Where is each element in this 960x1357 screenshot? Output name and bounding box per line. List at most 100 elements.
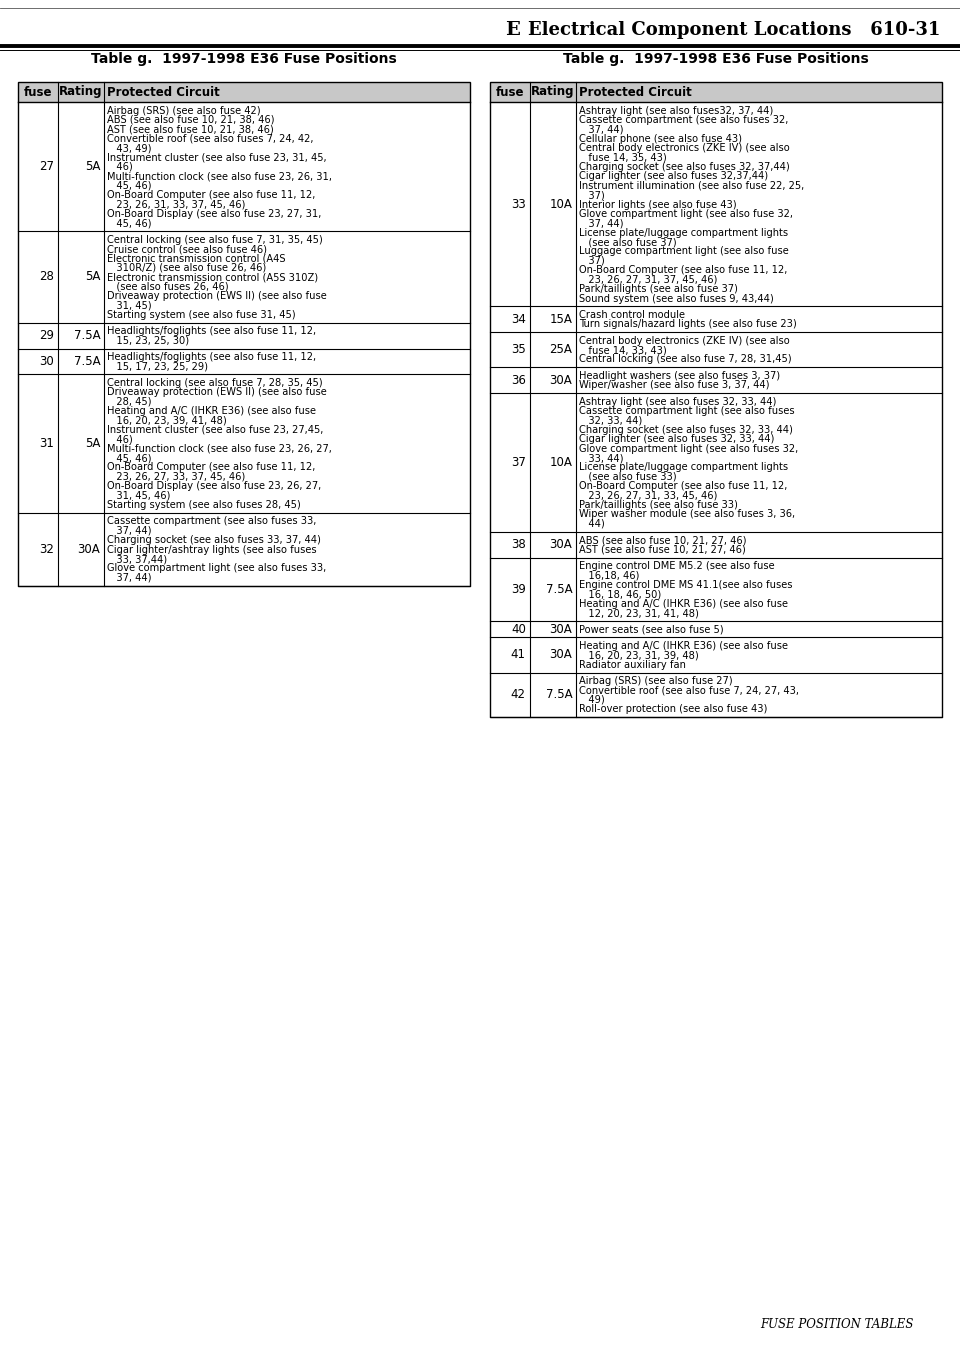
Text: 44): 44): [579, 518, 605, 529]
Text: 23, 26, 27, 31, 33, 45, 46): 23, 26, 27, 31, 33, 45, 46): [579, 491, 718, 501]
Text: Cigar lighter (see also fuses 32, 33, 44): Cigar lighter (see also fuses 32, 33, 44…: [579, 434, 775, 444]
Text: 23, 26, 27, 33, 37, 45, 46): 23, 26, 27, 33, 37, 45, 46): [108, 472, 246, 482]
Text: Central locking (see also fuse 7, 28, 31,45): Central locking (see also fuse 7, 28, 31…: [579, 354, 792, 365]
Text: Cassette compartment (see also fuses 32,: Cassette compartment (see also fuses 32,: [579, 115, 789, 125]
Text: fuse 14, 33, 43): fuse 14, 33, 43): [579, 345, 667, 356]
Text: 30A: 30A: [549, 623, 572, 635]
Text: 27: 27: [38, 160, 54, 174]
Text: 15A: 15A: [549, 313, 572, 326]
Text: 31: 31: [39, 437, 54, 451]
Text: Instrument cluster (see also fuse 23, 31, 45,: Instrument cluster (see also fuse 23, 31…: [108, 152, 327, 163]
Text: 15, 17, 23, 25, 29): 15, 17, 23, 25, 29): [108, 361, 208, 372]
Text: 30A: 30A: [549, 539, 572, 551]
Text: (see also fuses 26, 46): (see also fuses 26, 46): [108, 282, 228, 292]
Text: FUSE POSITION TABLES: FUSE POSITION TABLES: [760, 1318, 913, 1331]
Text: Glove compartment light (see also fuse 32,: Glove compartment light (see also fuse 3…: [579, 209, 793, 218]
Text: fuse 14, 35, 43): fuse 14, 35, 43): [579, 152, 667, 163]
Text: 39: 39: [511, 582, 526, 596]
Text: 5A: 5A: [84, 160, 101, 174]
Text: 37): 37): [579, 256, 605, 266]
Text: 36: 36: [511, 373, 526, 387]
Text: Protected Circuit: Protected Circuit: [108, 85, 220, 99]
Text: 35: 35: [511, 343, 526, 357]
Text: Driveaway protection (EWS II) (see also fuse: Driveaway protection (EWS II) (see also …: [108, 387, 327, 398]
Text: 40: 40: [511, 623, 526, 635]
Text: 16, 20, 23, 31, 39, 48): 16, 20, 23, 31, 39, 48): [579, 650, 699, 661]
Text: Rating: Rating: [531, 85, 575, 99]
Text: Instrument cluster (see also fuse 23, 27,45,: Instrument cluster (see also fuse 23, 27…: [108, 425, 324, 434]
Text: Electronic transmission control (A4S: Electronic transmission control (A4S: [108, 254, 286, 263]
Text: 32, 33, 44): 32, 33, 44): [579, 415, 642, 426]
Text: 23, 26, 27, 31, 37, 45, 46): 23, 26, 27, 31, 37, 45, 46): [579, 274, 718, 285]
Text: Convertible roof (see also fuses 7, 24, 42,: Convertible roof (see also fuses 7, 24, …: [108, 134, 314, 144]
Text: (see also fuse 37): (see also fuse 37): [579, 237, 677, 247]
Text: 34: 34: [511, 313, 526, 326]
Text: Luggage compartment light (see also fuse: Luggage compartment light (see also fuse: [579, 247, 789, 256]
Text: Electrical Component Locations   610-31: Electrical Component Locations 610-31: [528, 20, 940, 39]
Text: Cruise control (see also fuse 46): Cruise control (see also fuse 46): [108, 244, 267, 254]
Text: Turn signals/hazard lights (see also fuse 23): Turn signals/hazard lights (see also fus…: [579, 319, 797, 330]
Text: 7.5A: 7.5A: [74, 330, 101, 342]
Text: 31, 45): 31, 45): [108, 300, 152, 311]
Text: 43, 49): 43, 49): [108, 142, 152, 153]
Text: 30A: 30A: [78, 543, 101, 556]
Text: 33, 44): 33, 44): [579, 453, 624, 463]
Text: Wiper washer module (see also fuses 3, 36,: Wiper washer module (see also fuses 3, 3…: [579, 509, 796, 520]
Text: 46): 46): [108, 434, 133, 444]
Text: Instrument illumination (see also fuse 22, 25,: Instrument illumination (see also fuse 2…: [579, 180, 804, 191]
Text: fuse: fuse: [495, 85, 524, 99]
Text: Cigar lighter (see also fuses 32,37,44): Cigar lighter (see also fuses 32,37,44): [579, 171, 768, 182]
Text: On-Board Computer (see also fuse 11, 12,: On-Board Computer (see also fuse 11, 12,: [579, 482, 788, 491]
Text: 37): 37): [579, 190, 605, 199]
Text: 310R/Z) (see also fuse 26, 46): 310R/Z) (see also fuse 26, 46): [108, 263, 267, 273]
Text: Multi-function clock (see also fuse 23, 26, 27,: Multi-function clock (see also fuse 23, …: [108, 444, 332, 453]
Text: 7.5A: 7.5A: [545, 582, 572, 596]
Text: 29: 29: [38, 330, 54, 342]
Text: 10A: 10A: [549, 198, 572, 210]
Text: 45, 46): 45, 46): [108, 453, 152, 463]
Text: fuse: fuse: [24, 85, 52, 99]
Text: 12, 20, 23, 31, 41, 48): 12, 20, 23, 31, 41, 48): [579, 608, 699, 617]
Text: ABS (see also fuse 10, 21, 27, 46): ABS (see also fuse 10, 21, 27, 46): [579, 535, 747, 546]
Text: Central body electronics (ZKE IV) (see also: Central body electronics (ZKE IV) (see a…: [579, 335, 790, 346]
Text: On-Board Computer (see also fuse 11, 12,: On-Board Computer (see also fuse 11, 12,: [579, 266, 788, 275]
Text: 16,18, 46): 16,18, 46): [579, 570, 639, 581]
Text: Sound system (see also fuses 9, 43,44): Sound system (see also fuses 9, 43,44): [579, 293, 774, 304]
Text: Heating and A/C (IHKR E36) (see also fuse: Heating and A/C (IHKR E36) (see also fus…: [579, 641, 788, 651]
Text: Charging socket (see also fuses 32, 37,44): Charging socket (see also fuses 32, 37,4…: [579, 161, 790, 172]
Text: Cigar lighter/ashtray lights (see also fuses: Cigar lighter/ashtray lights (see also f…: [108, 544, 317, 555]
Text: (see also fuse 33): (see also fuse 33): [579, 472, 677, 482]
Text: Engine control DME MS 41.1(see also fuses: Engine control DME MS 41.1(see also fuse…: [579, 579, 793, 590]
Text: Charging socket (see also fuses 32, 33, 44): Charging socket (see also fuses 32, 33, …: [579, 425, 793, 434]
Text: On-Board Computer (see also fuse 11, 12,: On-Board Computer (see also fuse 11, 12,: [108, 463, 316, 472]
Text: 5A: 5A: [84, 437, 101, 451]
Text: 41: 41: [511, 649, 526, 661]
Text: 37, 44): 37, 44): [579, 125, 624, 134]
Text: Cassette compartment light (see also fuses: Cassette compartment light (see also fus…: [579, 406, 795, 417]
Text: Glove compartment light (see also fuses 32,: Glove compartment light (see also fuses …: [579, 444, 799, 453]
Text: Power seats (see also fuse 5): Power seats (see also fuse 5): [579, 624, 724, 635]
Bar: [18, 81, 470, 102]
Text: Engine control DME M5.2 (see also fuse: Engine control DME M5.2 (see also fuse: [579, 560, 775, 571]
Text: 16, 18, 46, 50): 16, 18, 46, 50): [579, 589, 661, 600]
Text: 33: 33: [511, 198, 526, 210]
Text: Electronic transmission control (A5S 310Z): Electronic transmission control (A5S 310…: [108, 273, 319, 282]
Text: 7.5A: 7.5A: [74, 356, 101, 368]
Text: Table g.  1997-1998 E36 Fuse Positions: Table g. 1997-1998 E36 Fuse Positions: [91, 52, 396, 66]
Text: Protected Circuit: Protected Circuit: [579, 85, 692, 99]
Text: 37, 44): 37, 44): [108, 573, 152, 584]
Text: Central locking (see also fuse 7, 31, 35, 45): Central locking (see also fuse 7, 31, 35…: [108, 235, 324, 244]
Text: Starting system (see also fuses 28, 45): Starting system (see also fuses 28, 45): [108, 501, 301, 510]
Text: Central locking (see also fuse 7, 28, 35, 45): Central locking (see also fuse 7, 28, 35…: [108, 377, 323, 388]
Text: 25A: 25A: [549, 343, 572, 357]
Text: 30: 30: [39, 356, 54, 368]
Text: Roll-over protection (see also fuse 43): Roll-over protection (see also fuse 43): [579, 704, 768, 714]
Text: Ashtray light (see also fuses 32, 33, 44): Ashtray light (see also fuses 32, 33, 44…: [579, 396, 777, 407]
Bar: [490, 81, 942, 718]
Text: 42: 42: [511, 688, 526, 702]
Text: Crash control module: Crash control module: [579, 309, 685, 320]
Text: 5A: 5A: [84, 270, 101, 284]
Text: Headlights/foglights (see also fuse 11, 12,: Headlights/foglights (see also fuse 11, …: [108, 351, 317, 362]
Text: 45, 46): 45, 46): [108, 180, 152, 191]
Text: Radiator auxiliary fan: Radiator auxiliary fan: [579, 660, 686, 670]
